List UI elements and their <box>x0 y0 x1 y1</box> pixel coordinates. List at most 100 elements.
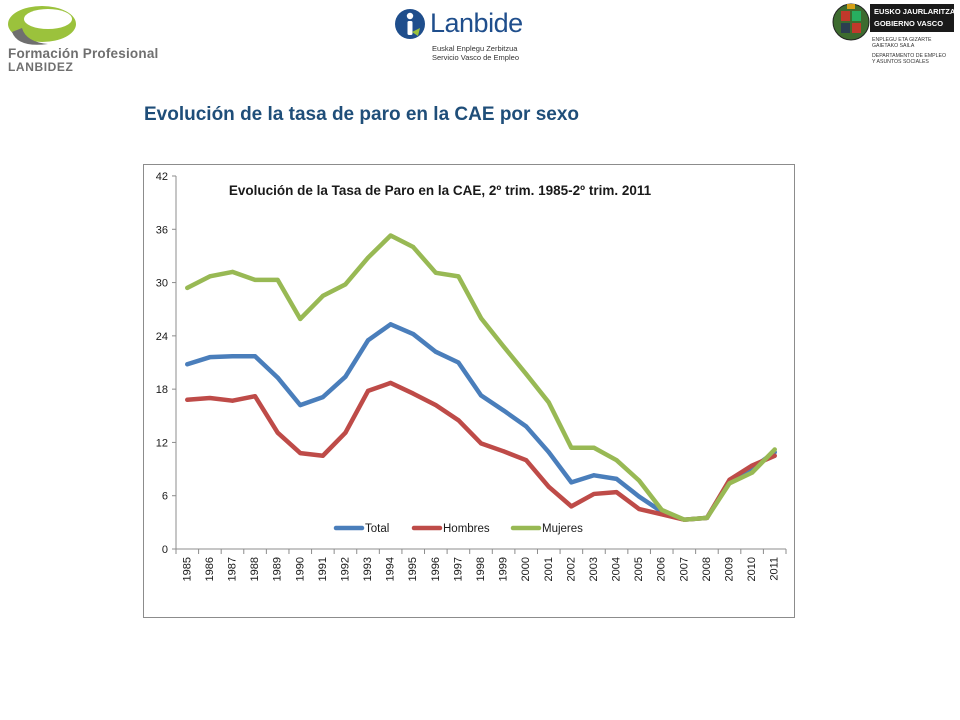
y-tick-label: 42 <box>156 171 168 183</box>
legend-label-mujeres: Mujeres <box>542 523 583 535</box>
data-point-mujeres <box>682 517 687 522</box>
fp-logo-mark <box>8 6 76 45</box>
data-point-total <box>275 375 280 380</box>
data-point-mujeres <box>546 400 551 405</box>
data-point-total <box>456 360 461 365</box>
x-tick-label: 1996 <box>430 557 442 581</box>
data-point-mujeres <box>388 233 393 238</box>
chart-frame: 0 6 12 18 24 30 36 42 1985 1986 1987 1988 1989 1990 19… <box>143 164 795 618</box>
x-tick-label: 2009 <box>724 557 736 581</box>
x-tick-label: 1991 <box>317 557 329 581</box>
data-point-mujeres <box>343 282 348 287</box>
data-point-hombres <box>320 453 325 458</box>
chart-title: Evolución de la Tasa de Paro en la CAE, … <box>229 183 652 198</box>
x-tick-label: 2002 <box>565 557 577 581</box>
lanbide-logo-subtitle-es: Servicio Vasco de Empleo <box>432 53 519 62</box>
data-point-hombres <box>659 512 664 517</box>
data-point-mujeres <box>298 316 303 321</box>
x-tick-label: 2010 <box>746 557 758 581</box>
data-point-mujeres <box>479 316 483 321</box>
x-tick-label: 1987 <box>226 557 238 581</box>
data-point-hombres <box>569 504 574 509</box>
data-point-mujeres <box>614 458 619 463</box>
coat-of-arms-icon <box>832 3 870 41</box>
x-tick-label: 2008 <box>701 557 713 581</box>
data-point-hombres <box>637 507 642 512</box>
x-tick-label: 1997 <box>452 557 464 581</box>
legend-label-hombres: Hombres <box>443 523 490 535</box>
y-tick-label: 0 <box>162 544 168 556</box>
x-tick-label: 2007 <box>678 557 690 581</box>
chart-series <box>185 233 777 522</box>
gv-logo-line1: EUSKO JAURLARITZA <box>874 7 956 16</box>
legend-label-total: Total <box>365 523 389 535</box>
x-tick-label: 2001 <box>543 557 555 581</box>
data-point-total <box>591 473 596 478</box>
data-point-mujeres <box>501 344 506 349</box>
data-point-hombres <box>591 491 596 496</box>
data-point-hombres <box>479 441 483 446</box>
fp-lanbidez-logo: Formación Profesional LANBIDEZ <box>4 4 179 74</box>
data-point-mujeres <box>433 270 438 275</box>
data-point-hombres <box>230 398 235 403</box>
data-point-hombres <box>546 484 551 489</box>
lanbide-logo-wordmark: Lanbide <box>430 8 523 38</box>
data-point-total <box>388 322 393 327</box>
x-tick-label: 1998 <box>475 557 487 581</box>
x-tick-label: 2004 <box>611 557 623 581</box>
gv-logo-dept-eu-1: ENPLEGU ETA GIZARTE <box>872 37 932 43</box>
data-point-total <box>637 494 642 499</box>
x-tick-label: 1992 <box>339 557 351 581</box>
data-point-total <box>320 395 325 400</box>
lanbide-logo-subtitle-eu: Euskal Enplegu Zerbitzua <box>432 44 518 53</box>
data-point-total <box>524 424 529 429</box>
data-point-total <box>207 355 212 360</box>
gv-logo-dept-es-2: Y ASUNTOS SOCIALES <box>872 59 929 65</box>
y-tick-label: 36 <box>156 224 168 236</box>
unemployment-line-chart: 0 6 12 18 24 30 36 42 1985 1986 1987 1988 1989 1990 19… <box>156 171 787 581</box>
data-point-total <box>253 354 258 359</box>
x-tick-label: 1989 <box>272 557 284 581</box>
series-line-total <box>185 322 777 522</box>
data-point-mujeres <box>411 245 416 250</box>
data-point-mujeres <box>772 447 777 452</box>
data-point-hombres <box>411 391 416 396</box>
y-tick-label: 6 <box>162 491 168 503</box>
data-point-mujeres <box>524 372 529 377</box>
data-point-mujeres <box>569 445 574 450</box>
data-point-mujeres <box>320 293 325 298</box>
gv-logo-line2: GOBIERNO VASCO <box>874 19 944 28</box>
data-point-mujeres <box>207 274 212 279</box>
gv-logo-dept-es-1: DEPARTAMENTO DE EMPLEO <box>872 53 946 59</box>
data-point-total <box>411 332 416 337</box>
data-point-total <box>298 403 303 408</box>
data-point-total <box>185 362 190 367</box>
data-point-mujeres <box>637 478 642 483</box>
data-point-mujeres <box>456 274 461 279</box>
x-tick-label: 2006 <box>656 557 668 581</box>
data-point-hombres <box>614 490 619 495</box>
data-point-mujeres <box>275 277 280 282</box>
data-point-hombres <box>275 430 280 435</box>
data-point-total <box>546 450 551 455</box>
data-point-total <box>230 354 235 359</box>
x-tick-label: 2000 <box>520 557 532 581</box>
x-tick-label: 1999 <box>498 557 510 581</box>
data-point-hombres <box>343 430 348 435</box>
data-point-total <box>343 374 348 379</box>
data-point-total <box>614 476 619 481</box>
data-point-total <box>433 349 438 354</box>
series-line-hombres <box>185 380 777 522</box>
data-point-mujeres <box>185 285 190 290</box>
chart-legend: Total Hombres Mujeres <box>333 523 583 535</box>
lanbide-logo: Lanbide Euskal Enplegu Zerbitzua Servici… <box>394 6 534 64</box>
data-point-hombres <box>501 449 506 454</box>
x-tick-label: 1986 <box>204 557 216 581</box>
y-tick-label: 30 <box>156 278 168 290</box>
data-point-hombres <box>456 418 461 423</box>
slide-title: Evolución de la tasa de paro en la CAE p… <box>144 104 580 125</box>
data-point-total <box>501 408 506 413</box>
data-point-hombres <box>772 453 777 458</box>
data-point-hombres <box>207 396 212 401</box>
x-tick-label: 2011 <box>769 557 781 581</box>
